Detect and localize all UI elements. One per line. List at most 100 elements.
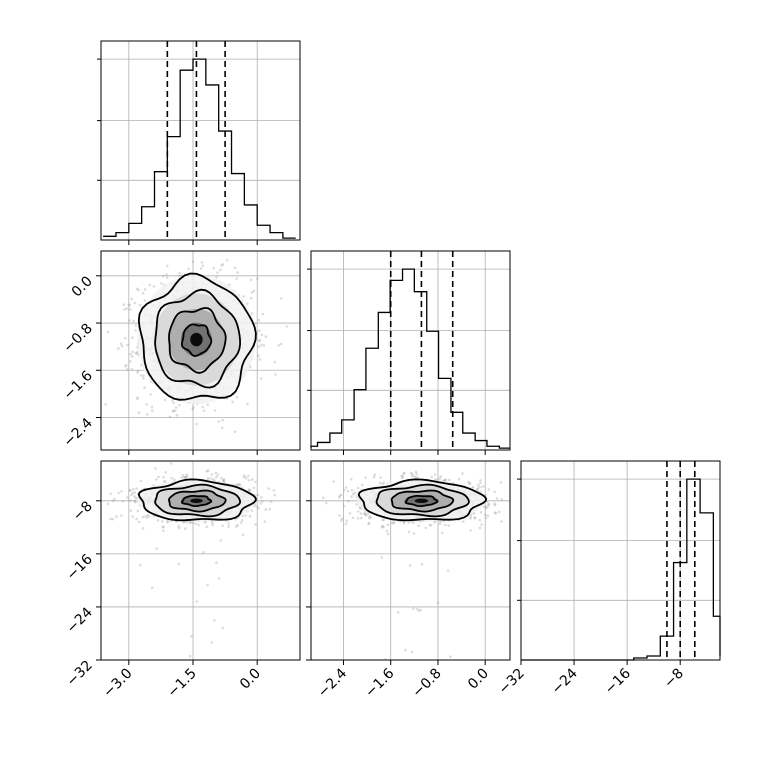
scatter-point — [379, 476, 382, 480]
scatter-point — [380, 526, 384, 529]
scatter-point — [134, 351, 138, 355]
scatter-point — [134, 324, 138, 327]
histogram-bar — [487, 446, 499, 450]
histogram-bar — [342, 420, 354, 450]
contour-line — [357, 478, 488, 522]
scatter-point — [182, 475, 186, 479]
scatter-point — [174, 406, 178, 409]
scatter-point — [128, 303, 132, 307]
scatter-point — [233, 266, 237, 270]
scatter-point — [222, 665, 225, 668]
scatter-point — [130, 367, 134, 371]
scatter-point — [215, 475, 218, 479]
scatter-point — [120, 490, 123, 493]
histogram-bar — [366, 348, 378, 450]
scatter-point — [244, 514, 247, 517]
scatter-point — [161, 274, 165, 278]
scatter-point — [215, 276, 218, 279]
scatter-point — [344, 486, 348, 489]
scatter-point — [171, 409, 175, 413]
scatter-point — [143, 386, 146, 389]
histogram-bar — [687, 479, 700, 660]
scatter-point — [212, 266, 215, 270]
scatter-point — [267, 487, 271, 490]
scatter-point — [250, 509, 254, 512]
scatter-point — [216, 473, 220, 477]
scatter-point — [184, 476, 187, 479]
histogram-bar — [463, 433, 475, 450]
scatter-point — [127, 303, 130, 307]
scatter-point — [247, 479, 251, 482]
scatter-point — [352, 492, 355, 496]
scatter-point — [177, 274, 181, 278]
scatter-point — [481, 485, 485, 488]
scatter-point — [109, 517, 112, 521]
scatter-point — [349, 478, 353, 481]
scatter-point — [367, 522, 370, 526]
scatter-point — [206, 583, 209, 587]
scatter-point — [128, 319, 131, 322]
scatter-point — [117, 491, 120, 495]
scatter-point — [486, 514, 490, 517]
scatter-point — [360, 516, 363, 520]
scatter-point — [202, 409, 206, 413]
histogram-bar — [180, 70, 193, 240]
scatter-point — [251, 478, 254, 481]
scatter-point — [264, 508, 268, 511]
scatter-point — [131, 515, 134, 518]
scatter-point — [338, 494, 342, 498]
scatter-point — [407, 530, 411, 534]
scatter-point — [202, 550, 205, 554]
scatter-point — [121, 500, 125, 503]
scatter-point — [468, 482, 471, 486]
scatter-point — [129, 489, 132, 492]
scatter-point — [429, 523, 433, 527]
scatter-point — [150, 586, 154, 589]
scatter-point — [484, 516, 488, 520]
scatter-point — [256, 493, 260, 497]
scatter-point — [391, 521, 395, 525]
scatter-point — [457, 477, 461, 481]
scatter-point — [238, 483, 242, 487]
scatter-point — [241, 533, 245, 537]
histogram-bar — [354, 390, 366, 450]
scatter-point — [222, 478, 226, 481]
scatter-point — [249, 489, 252, 492]
scatter-point — [152, 285, 156, 288]
histogram-panel-p1 — [307, 250, 511, 455]
scatter-point — [372, 475, 376, 479]
scatter-point — [250, 312, 254, 315]
scatter-point — [137, 288, 140, 292]
scatter-point — [247, 488, 250, 491]
scatter-point — [111, 517, 115, 521]
scatter-point — [195, 422, 198, 426]
scatter-point — [166, 520, 169, 524]
scatter-point — [130, 297, 134, 301]
scatter-point — [160, 282, 163, 285]
scatter-point — [393, 521, 396, 524]
histogram-bar-steps — [310, 268, 510, 449]
scatter-point — [173, 478, 176, 482]
scatter-point — [244, 476, 248, 480]
scatter-point — [402, 521, 406, 525]
scatter-point — [487, 488, 491, 491]
scatter-point — [178, 403, 181, 407]
scatter-point — [462, 520, 465, 523]
scatter-point — [133, 495, 136, 498]
scatter-point — [188, 654, 192, 658]
scatter-point — [407, 521, 411, 524]
scatter-point — [221, 479, 225, 483]
scatter-point — [235, 277, 238, 280]
scatter-point — [414, 470, 418, 474]
scatter-point — [172, 401, 175, 405]
scatter-point — [184, 527, 187, 530]
scatter-content — [321, 470, 510, 660]
scatter-point — [478, 518, 482, 522]
scatter-point — [147, 515, 151, 518]
histogram-bar — [647, 656, 660, 660]
scatter-point — [480, 523, 483, 526]
scatter-point — [137, 520, 141, 524]
scatter-point — [386, 523, 390, 527]
scatter-point — [401, 476, 404, 480]
